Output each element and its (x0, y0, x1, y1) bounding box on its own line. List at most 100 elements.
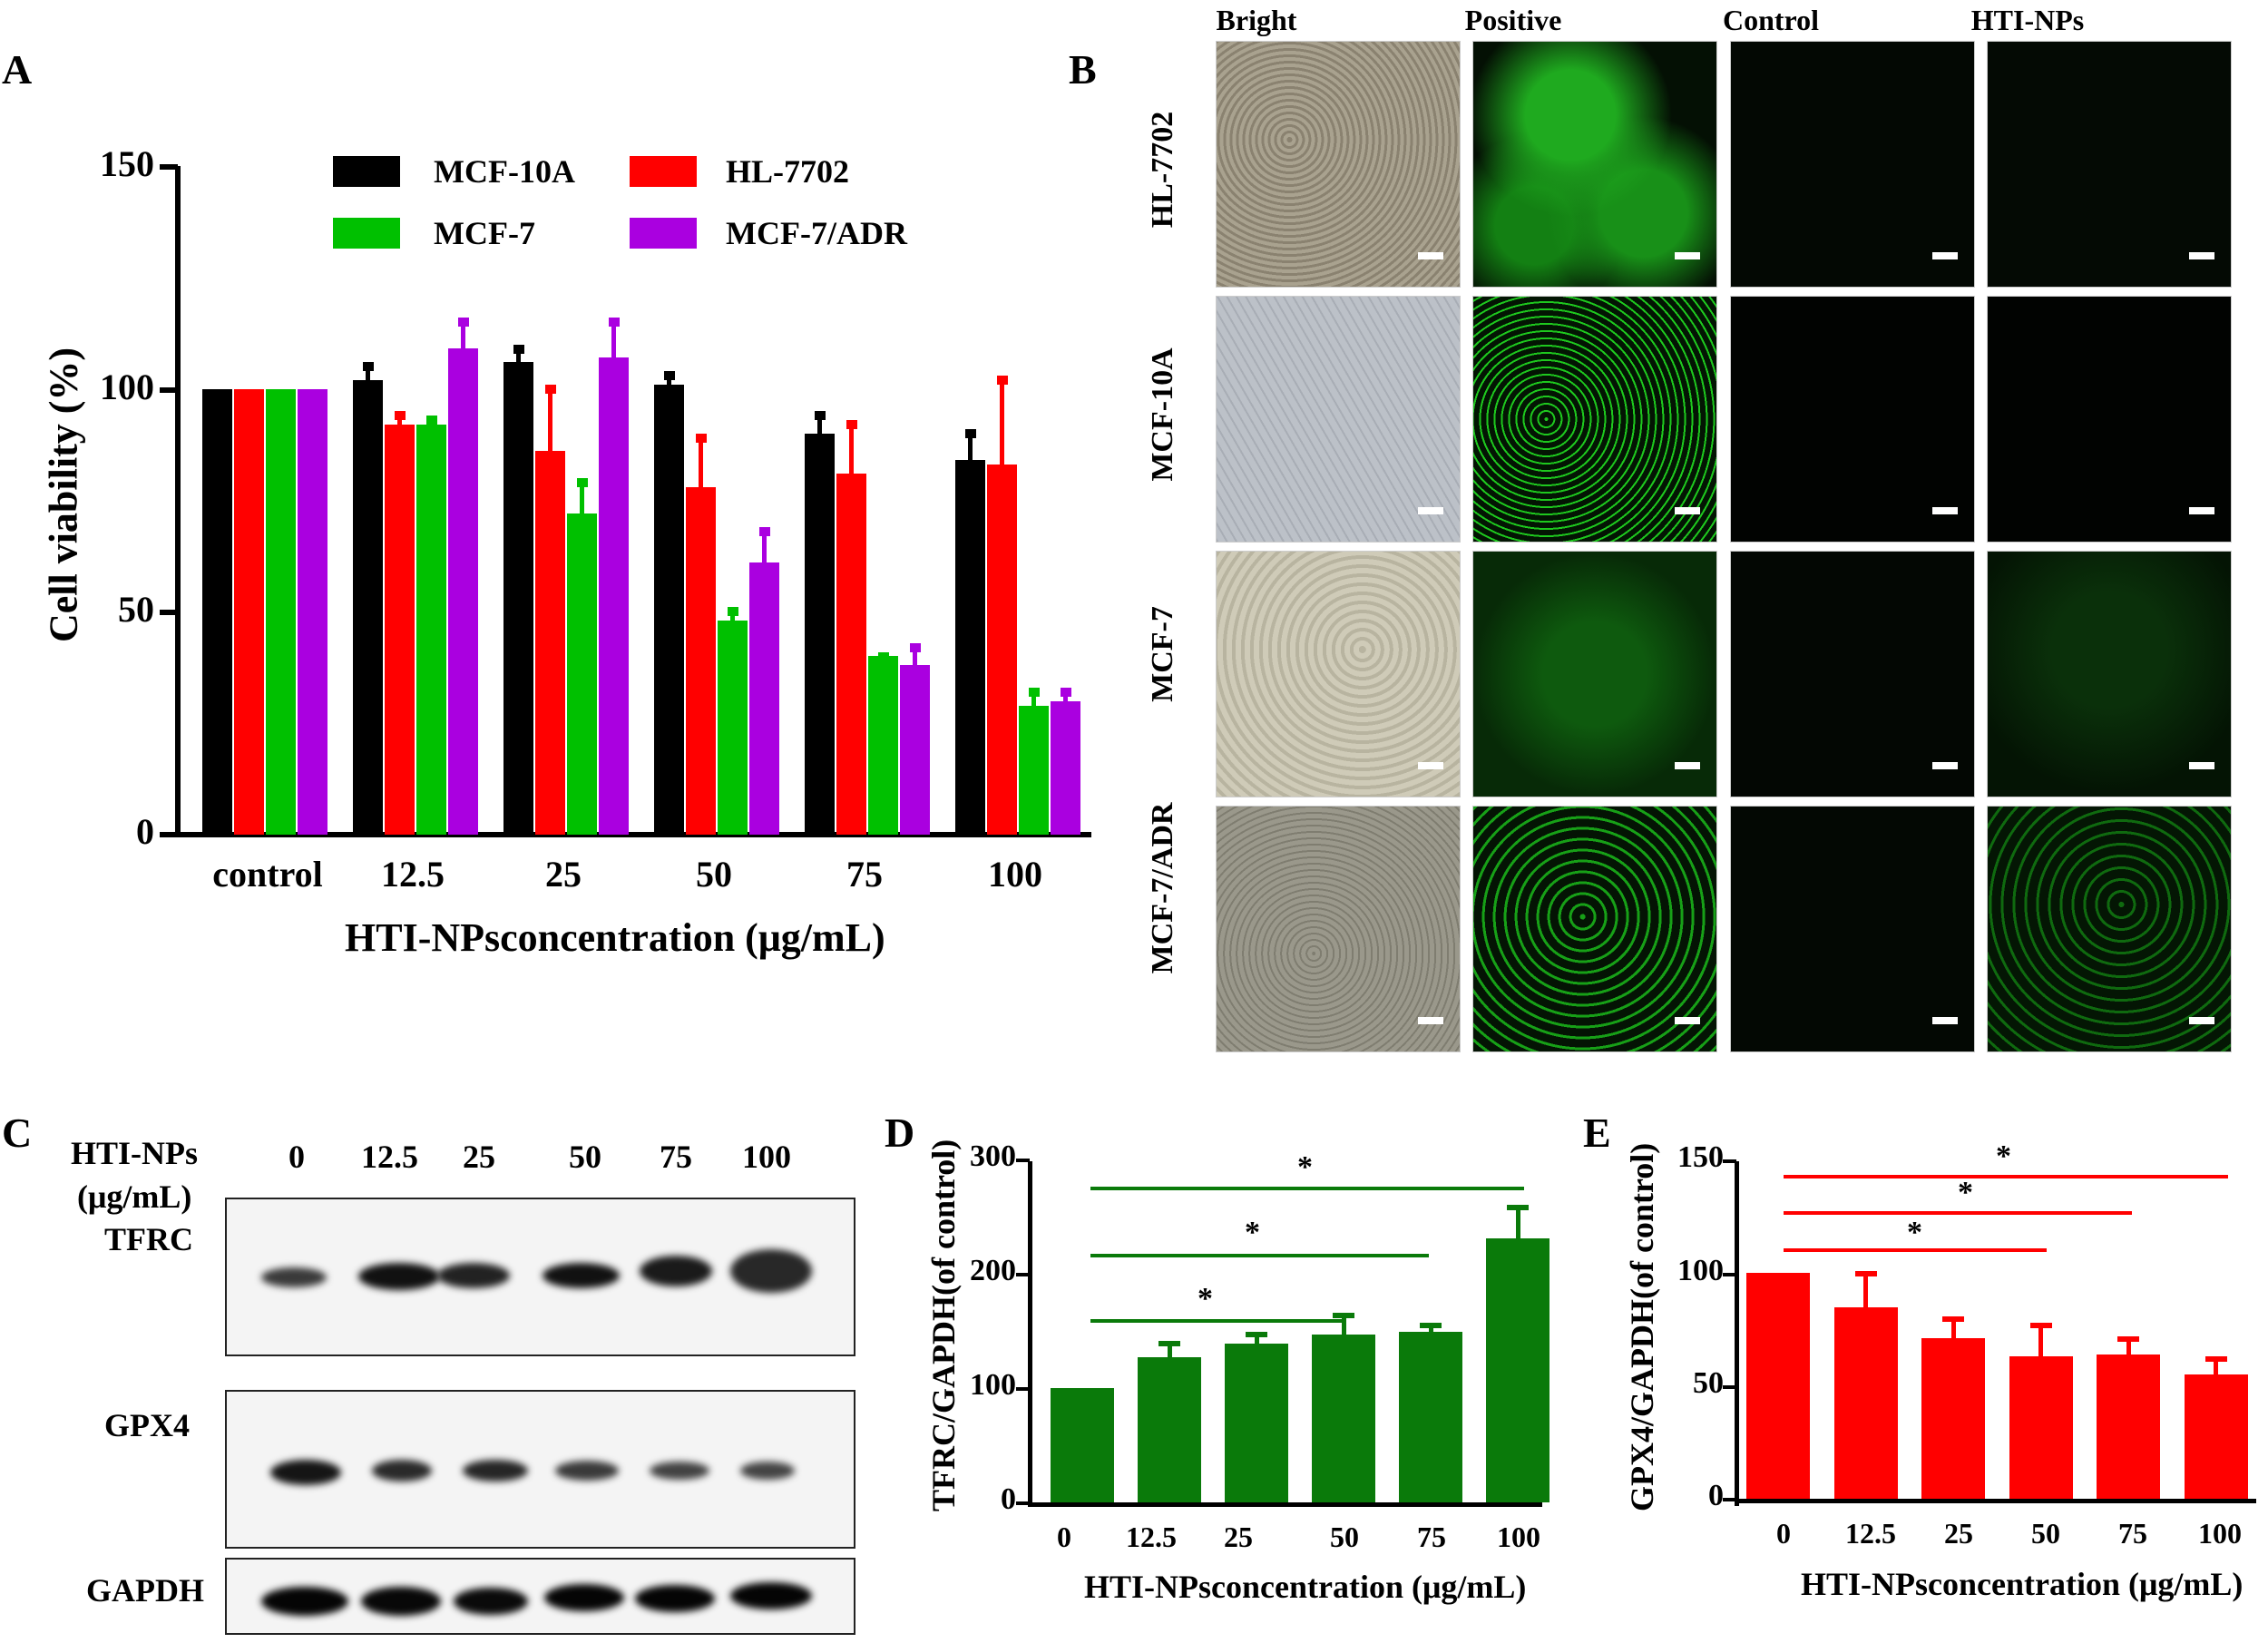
image-mcf10a-positive (1472, 296, 1717, 543)
legend-label-mcf7adr: MCF-7/ADR (726, 215, 907, 251)
bar-mcf-7-50 (718, 621, 748, 835)
chart-d-x-axis (1028, 1502, 1542, 1507)
image-mcf7adr-positive (1472, 806, 1717, 1052)
image-mcf10a-control (1730, 296, 1975, 543)
lane-label-25: 25 (463, 1139, 495, 1175)
bar-mcf-10a-control (202, 388, 232, 835)
y-tick-mark (1016, 1159, 1030, 1162)
bar-mcf-7-100 (1019, 705, 1049, 835)
blot-header-line2: (μg/mL) (77, 1178, 192, 1215)
significance-line-0-100 (1090, 1187, 1524, 1190)
bar-mcf-7-adr-12.5 (448, 348, 478, 835)
bar-hl-7702-12.5 (385, 424, 415, 835)
scale-bar (1418, 762, 1443, 769)
scale-bar (2189, 507, 2214, 514)
bar-mcf-10a-50 (654, 384, 684, 835)
error-cap (1854, 1270, 1877, 1276)
legend-label-mcf7: MCF-7 (434, 215, 535, 251)
error-cap (576, 477, 588, 487)
significance-line-0-50 (1090, 1319, 1344, 1323)
x-tick-12.5: 12.5 (1126, 1521, 1177, 1553)
chart-e: 150 100 50 0 GPX4/GAPDH(of control) * * … (1588, 1107, 2268, 1642)
scale-bar (1932, 1017, 1958, 1024)
y-tick-mark (1723, 1159, 1736, 1163)
bar-gpx4-gapdh-0 (1746, 1273, 1810, 1499)
error-cap (1420, 1323, 1442, 1329)
bar-tfrc-gapdh-100 (1486, 1237, 1549, 1502)
scale-bar (2189, 762, 2214, 769)
error-cap (1028, 687, 1040, 697)
bar-mcf-7-control (266, 388, 296, 835)
scale-bar (1675, 1017, 1700, 1024)
bar-mcf-7-75 (868, 656, 898, 835)
x-tick-0: 0 (1057, 1521, 1071, 1553)
bar-gpx4-gapdh-50 (2009, 1356, 2073, 1499)
significance-line-0-100 (1784, 1175, 2228, 1178)
scale-bar (1418, 252, 1443, 259)
error-cap (513, 344, 524, 354)
row-head-mcf10a: MCF-10A (1146, 347, 1179, 482)
scale-bar (1932, 507, 1958, 514)
y-tick-mark (1016, 1273, 1030, 1276)
error-cap (695, 433, 707, 443)
y-tick-0: 0 (1001, 1482, 1016, 1516)
x-tick-100: 100 (1497, 1521, 1540, 1553)
col-head-positive: Positive (1464, 4, 1562, 36)
row-head-hl7702: HL-7702 (1146, 111, 1179, 229)
error-bar (1167, 1341, 1172, 1357)
y-tick-mark (1016, 1501, 1030, 1505)
blot-gapdh (225, 1558, 855, 1635)
x-tick-100: 100 (988, 854, 1042, 895)
error-bar (817, 411, 822, 434)
error-cap (877, 651, 889, 661)
blot-gpx4 (225, 1390, 855, 1549)
legend-swatch-mcf7 (333, 218, 400, 249)
x-tick-50: 50 (2031, 1517, 2060, 1550)
bar-gpx4-gapdh-75 (2097, 1354, 2160, 1499)
error-cap (663, 371, 675, 380)
chart-a: 150 100 50 0 Cell viability (%) MCF-10A … (0, 0, 1134, 998)
y-tick-0: 0 (1708, 1479, 1724, 1512)
y-tick-mark (1016, 1387, 1030, 1391)
x-tick-control: control (212, 854, 323, 895)
panel-c-western-blot: HTI-NPs (μg/mL) 0 12.5 25 50 75 100 TFRC… (0, 1107, 871, 1642)
y-tick-50: 50 (1693, 1366, 1724, 1400)
error-bar (913, 642, 917, 666)
chart-a-x-axis (175, 832, 1091, 837)
error-bar (1863, 1270, 1868, 1307)
chart-e-y-axis (1735, 1161, 1739, 1506)
lane-label-100: 100 (742, 1139, 791, 1175)
error-cap (1942, 1315, 1964, 1322)
error-cap (457, 318, 469, 328)
image-hl7702-bright (1216, 41, 1461, 288)
col-head-hti-nps: HTI-NPs (1970, 4, 2085, 36)
error-bar (1341, 1312, 1346, 1335)
col-head-bright: Bright (1216, 4, 1297, 36)
image-hl7702-positive (1472, 41, 1717, 288)
scale-bar (1675, 507, 1700, 514)
image-mcf10a-bright (1216, 296, 1461, 543)
error-bar (2038, 1323, 2043, 1357)
y-tick-mark (1723, 1273, 1736, 1276)
x-tick-12.5: 12.5 (1845, 1517, 1896, 1550)
panel-label-a: A (2, 46, 33, 93)
error-cap (1333, 1312, 1354, 1318)
legend-swatch-hl7702 (630, 156, 697, 187)
error-cap (1507, 1205, 1529, 1211)
error-bar (1254, 1332, 1259, 1344)
scale-bar (1932, 252, 1958, 259)
bar-tfrc-gapdh-75 (1399, 1332, 1462, 1502)
y-tick-100: 100 (970, 1368, 1016, 1402)
lane-label-50: 50 (569, 1139, 601, 1175)
legend-label-mcf10a: MCF-10A (434, 153, 575, 190)
error-cap (727, 607, 738, 617)
chart-e-y-title: GPX4/GAPDH(of control) (1624, 1142, 1660, 1511)
bar-gpx4-gapdh-25 (1921, 1338, 1985, 1499)
lane-label-0: 0 (288, 1139, 305, 1175)
chart-d-y-title: TFRC/GAPDH(of control) (925, 1139, 962, 1511)
error-cap (544, 384, 556, 394)
image-hl7702-control (1730, 41, 1975, 288)
error-bar (968, 428, 973, 461)
bar-gpx4-gapdh-100 (2184, 1374, 2248, 1499)
bar-hl-7702-75 (836, 474, 866, 835)
